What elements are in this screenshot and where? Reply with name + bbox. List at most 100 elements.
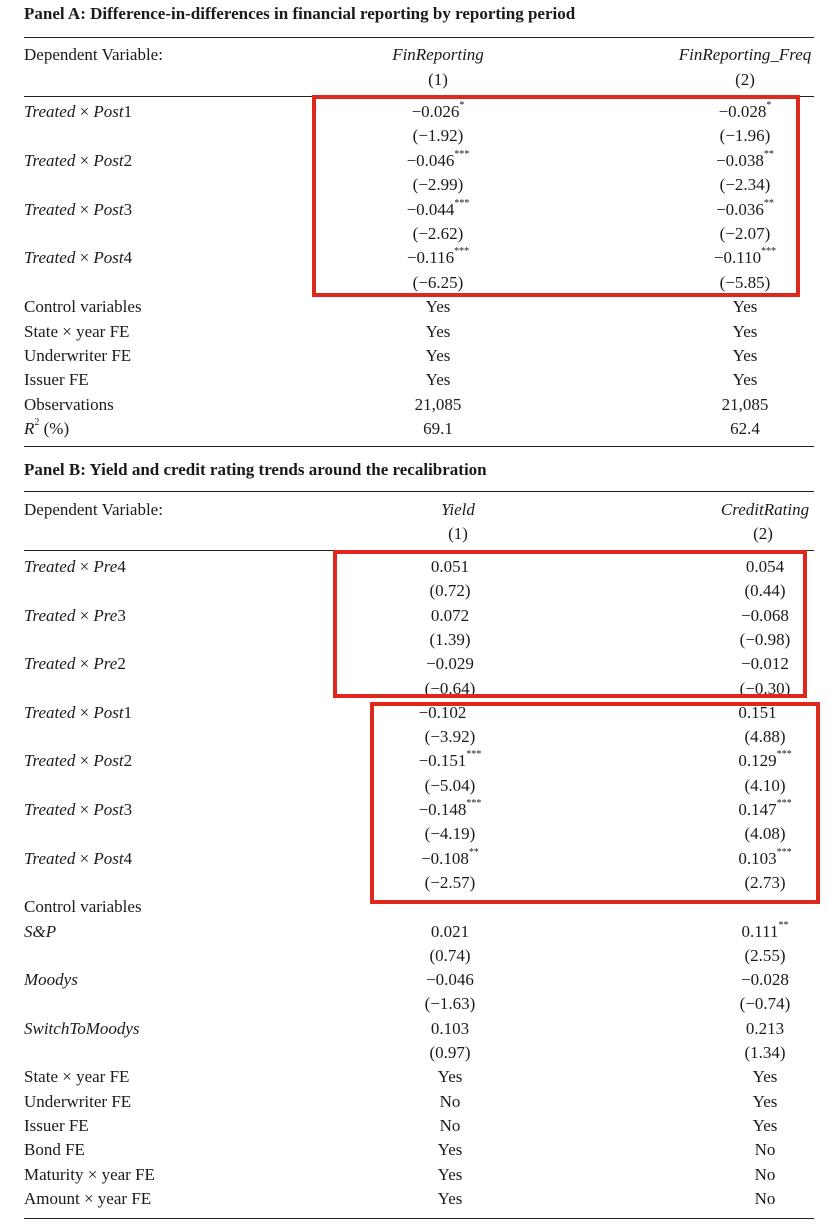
column-1-cell: −0.044*** [338, 198, 538, 222]
panel-a-title: Panel A: Difference-in-differences in fi… [24, 4, 576, 23]
cell-value: −0.148 [418, 800, 467, 819]
significance-stars: *** [454, 246, 470, 258]
highlight-box-post-trends [370, 702, 820, 904]
column-2-cell: (1.34) [660, 1041, 828, 1065]
table-row: Issuer FE Yes Yes [0, 368, 828, 392]
panel-a-col1-number: (1) [428, 70, 448, 89]
cell-value: (−1.63) [424, 994, 476, 1014]
table-row: (−3.92) (4.88) [0, 725, 828, 749]
column-2-cell: Yes [640, 295, 828, 319]
table-row: S&P 0.021 0.111** [0, 920, 828, 944]
cell-value: Yes [752, 1115, 778, 1135]
table-row: Treated × Post3 −0.148*** 0.147*** [0, 798, 828, 822]
cell-value: 0.021 [430, 921, 470, 941]
row-label: Maturity × year FE [24, 1164, 155, 1184]
column-1-cell: 0.103 [350, 1017, 550, 1041]
cell-value: Yes [425, 297, 451, 317]
cell-value: (−5.85) [719, 272, 771, 292]
row-label: Treated × Pre2 [24, 654, 126, 674]
table-row: Treated × Pre3 0.072 −0.068 [0, 604, 828, 628]
cell-value: No [754, 1164, 776, 1184]
column-1-cell: Yes [338, 295, 538, 319]
row-label: Treated × Pre4 [24, 557, 126, 576]
column-2-cell: (2.55) [660, 944, 828, 968]
significance-stars: * [459, 100, 465, 111]
column-1-cell: Yes [350, 1187, 550, 1211]
column-1-cell: (−6.25) [338, 271, 538, 295]
table-row: (−2.99) (−2.34) [0, 173, 828, 197]
table-row: Moodys −0.046 −0.028 [0, 968, 828, 992]
column-1-cell: (−1.63) [350, 992, 550, 1016]
cell-value: No [439, 1115, 461, 1135]
column-2-cell: 0.054 [660, 555, 828, 579]
cell-value: −0.036 [716, 199, 764, 219]
column-2-cell: Yes [640, 344, 828, 368]
cell-value: −0.108 [421, 848, 469, 868]
table-row: Treated × Post1 −0.026* −0.028* [0, 100, 828, 124]
table-row: R2 (%) 69.1 62.4 [0, 417, 828, 441]
row-label: Treated × Post1 [24, 102, 133, 121]
cell-value: (1.39) [429, 629, 471, 649]
row-label: Treated × Post3 [24, 199, 133, 219]
table-row: Treated × Post3 −0.044*** −0.036** [0, 198, 828, 222]
cell-value: 0.051 [430, 557, 470, 576]
column-1-cell: Yes [350, 1138, 550, 1162]
column-1-cell: (−2.57) [350, 871, 550, 895]
panel-b-col2-name: CreditRating [720, 500, 810, 519]
row-label: S&P [24, 921, 57, 941]
table-row: (−5.04) (4.10) [0, 774, 828, 798]
cell-value: (0.97) [429, 1043, 471, 1062]
row-label: State × year FE [24, 1067, 130, 1087]
column-2-cell: (−0.74) [660, 992, 828, 1016]
column-1-cell: (0.72) [350, 579, 550, 603]
table-row: State × year FE Yes Yes [0, 320, 828, 344]
significance-stars: *** [776, 846, 792, 858]
significance-stars: *** [454, 148, 470, 160]
cell-value: −0.038 [716, 150, 764, 170]
significance-stars: ** [763, 197, 774, 209]
row-label: Underwriter FE [24, 346, 132, 365]
highlight-box-panel-a [312, 95, 800, 297]
cell-value: Yes [425, 370, 451, 390]
cell-value: No [754, 1188, 776, 1208]
row-label: Moodys [24, 970, 78, 990]
cell-value: −0.028 [741, 970, 789, 990]
column-2-cell: −0.068 [660, 604, 828, 628]
cell-value: −0.102 [418, 702, 467, 722]
row-label: Control variables [24, 297, 142, 317]
row-label: Issuer FE [24, 370, 89, 390]
cell-value: Yes [425, 321, 451, 341]
cell-value: Yes [437, 1164, 463, 1184]
column-1-cell: 21,085 [338, 393, 538, 417]
cell-value: (4.08) [744, 824, 786, 844]
table-row: (−2.62) (−2.07) [0, 222, 828, 246]
column-2-cell: (−2.07) [640, 222, 828, 246]
row-label: Treated × Pre3 [24, 605, 126, 625]
cell-value: −0.116 [406, 248, 455, 268]
column-1-cell: (−3.92) [350, 725, 550, 749]
row-label: Amount × year FE [24, 1188, 152, 1208]
cell-value: (−2.62) [412, 224, 464, 243]
cell-value: Yes [732, 346, 758, 365]
table-row: Maturity × year FE Yes No [0, 1163, 828, 1187]
table-row: Treated × Post4 −0.116*** −0.110*** [0, 246, 828, 270]
column-1-cell: (−5.04) [350, 774, 550, 798]
row-label: Treated × Post1 [24, 702, 133, 722]
column-1-cell: Yes [338, 320, 538, 344]
significance-stars: *** [776, 798, 792, 809]
panel-a-header-row: Dependent Variable: FinReporting FinRepo… [0, 43, 828, 67]
row-label: R2 (%) [24, 417, 70, 439]
column-2-cell: −0.036** [640, 198, 828, 222]
cell-value: (−4.19) [424, 824, 476, 844]
table-row: (−1.92) (−1.96) [0, 124, 828, 148]
row-label: Observations [24, 394, 114, 414]
column-1-cell: (0.97) [350, 1041, 550, 1065]
table-row: Treated × Pre4 0.051 0.054 [0, 555, 828, 579]
cell-value: 0.147 [738, 800, 777, 819]
column-2-cell: No [660, 1163, 828, 1187]
cell-value: (−0.30) [739, 678, 791, 698]
column-1-cell: −0.148*** [350, 798, 550, 822]
cell-value: 0.129 [738, 751, 777, 771]
table-row: State × year FE Yes Yes [0, 1065, 828, 1089]
cell-value: 0.054 [745, 557, 785, 576]
